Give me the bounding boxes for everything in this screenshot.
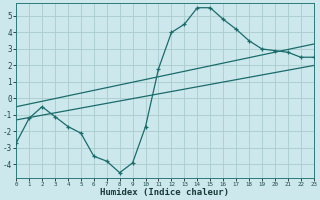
X-axis label: Humidex (Indice chaleur): Humidex (Indice chaleur) (100, 188, 229, 197)
